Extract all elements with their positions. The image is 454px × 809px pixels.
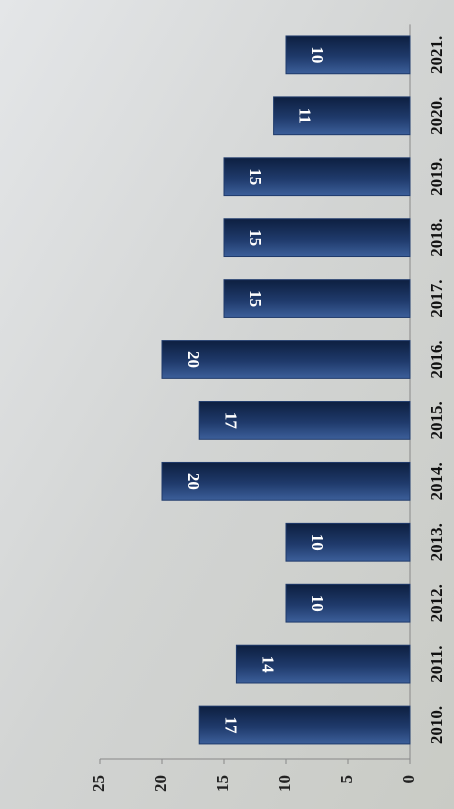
x-tick-label: 2015.	[427, 401, 446, 439]
y-tick-label: 15	[213, 775, 232, 792]
value-label: 17	[221, 717, 240, 735]
value-label: 14	[258, 656, 277, 674]
value-label: 15	[246, 229, 265, 246]
x-tick-label: 2010.	[427, 706, 446, 744]
y-tick-label: 20	[151, 775, 170, 792]
bar	[235, 644, 411, 684]
value-label: 10	[308, 534, 327, 551]
value-label: 15	[246, 168, 265, 185]
bar	[198, 401, 411, 440]
bar	[273, 96, 411, 136]
value-label: 20	[184, 351, 203, 368]
x-tick-label: 2011.	[427, 645, 446, 682]
bar	[285, 522, 411, 562]
x-tick-label: 2012.	[427, 584, 446, 622]
y-tick-label: 0	[399, 775, 418, 784]
bar	[198, 705, 411, 745]
value-label: 10	[308, 46, 327, 63]
plot-area: 0 5 10 15 20 25 2010. 17 2011. 14 2012. 10 2013. 10 20…	[89, 24, 446, 792]
x-tick-label: 2014.	[427, 462, 446, 500]
x-tick-label: 2021.	[427, 36, 446, 74]
bar	[161, 340, 411, 379]
x-tick-label: 2018.	[427, 219, 446, 257]
value-label: 15	[246, 290, 265, 307]
x-tick-label: 2017.	[427, 279, 446, 317]
bar	[223, 218, 411, 258]
x-tick-label: 2016.	[427, 340, 446, 378]
bar	[285, 35, 411, 75]
value-label: 10	[308, 595, 327, 612]
x-tick-label: 2013.	[427, 523, 446, 561]
bar	[161, 461, 411, 501]
value-label: 11	[296, 108, 315, 124]
value-label: 20	[184, 473, 203, 490]
bar	[223, 279, 411, 318]
bar	[285, 583, 411, 623]
value-label: 17	[221, 412, 240, 430]
bar	[223, 157, 411, 197]
y-tick-label: 5	[337, 775, 356, 784]
y-tick-label: 10	[275, 775, 294, 792]
x-tick-label: 2019.	[427, 158, 446, 196]
x-tick-label: 2020.	[427, 97, 446, 135]
y-tick-label: 25	[89, 775, 108, 792]
